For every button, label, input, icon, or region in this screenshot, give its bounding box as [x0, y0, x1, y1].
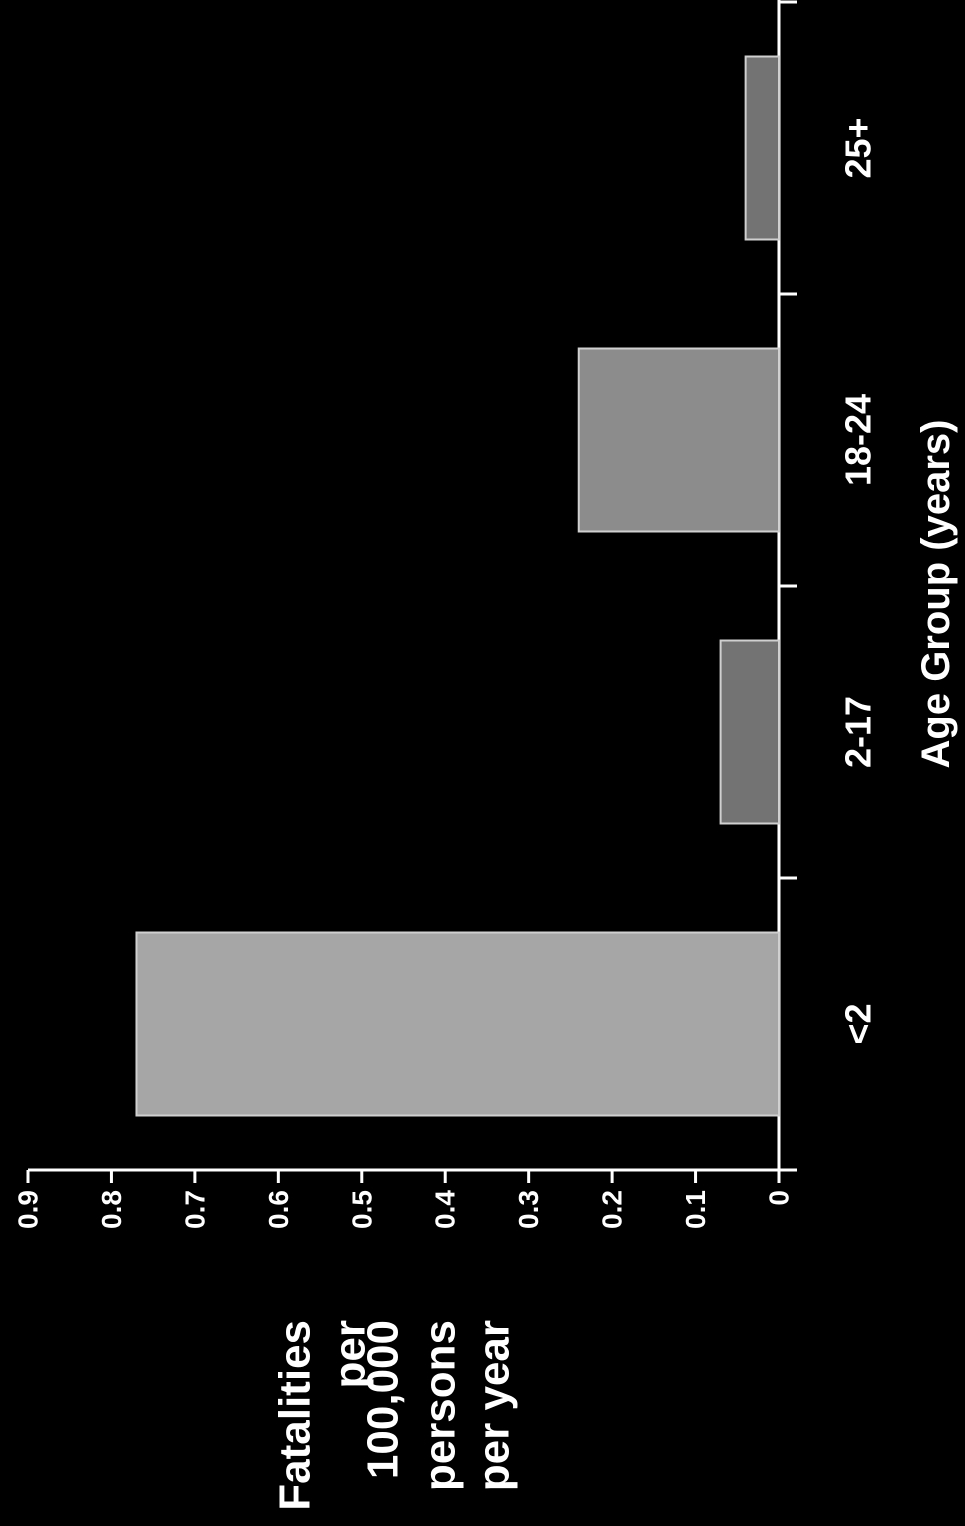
x-axis-title: Age Group (years) — [914, 420, 958, 769]
value-tick-label: 0.1 — [680, 1190, 711, 1229]
y-axis-title-line: persons — [416, 1320, 465, 1491]
value-tick-label: 0.7 — [179, 1190, 210, 1229]
y-axis-title-line: per year — [470, 1320, 519, 1491]
bar-3 — [577, 347, 780, 533]
category-label: 2-17 — [838, 696, 879, 768]
value-tick-label: 0.5 — [346, 1190, 377, 1229]
value-tick-label: 0.3 — [513, 1190, 544, 1229]
y-axis-title-line: per — [326, 1320, 375, 1388]
value-tick-label: 0.4 — [430, 1190, 461, 1229]
value-tick-label: 0.6 — [263, 1190, 294, 1229]
bar-2 — [719, 639, 780, 825]
y-axis-title-line: Fatalities — [271, 1320, 320, 1511]
category-label: <2 — [838, 1003, 879, 1044]
labels-group: 0 0.1 0.2 0.3 0.4 0.5 0.6 0.7 0.8 0.9 <2 2-17 18-24 2… — [13, 117, 959, 1510]
value-tick-label: 0.8 — [96, 1190, 127, 1229]
value-tick-label: 0.9 — [13, 1190, 44, 1229]
value-tick-label: 0.2 — [597, 1190, 628, 1229]
category-label: 25+ — [838, 117, 879, 178]
bars-group — [135, 55, 780, 1117]
bar-4 — [744, 55, 780, 241]
y-axis-title-line: 100,000 — [359, 1320, 408, 1479]
value-tick-label: 0 — [764, 1190, 795, 1206]
bar-1 — [135, 931, 780, 1117]
category-label: 18-24 — [838, 394, 879, 486]
